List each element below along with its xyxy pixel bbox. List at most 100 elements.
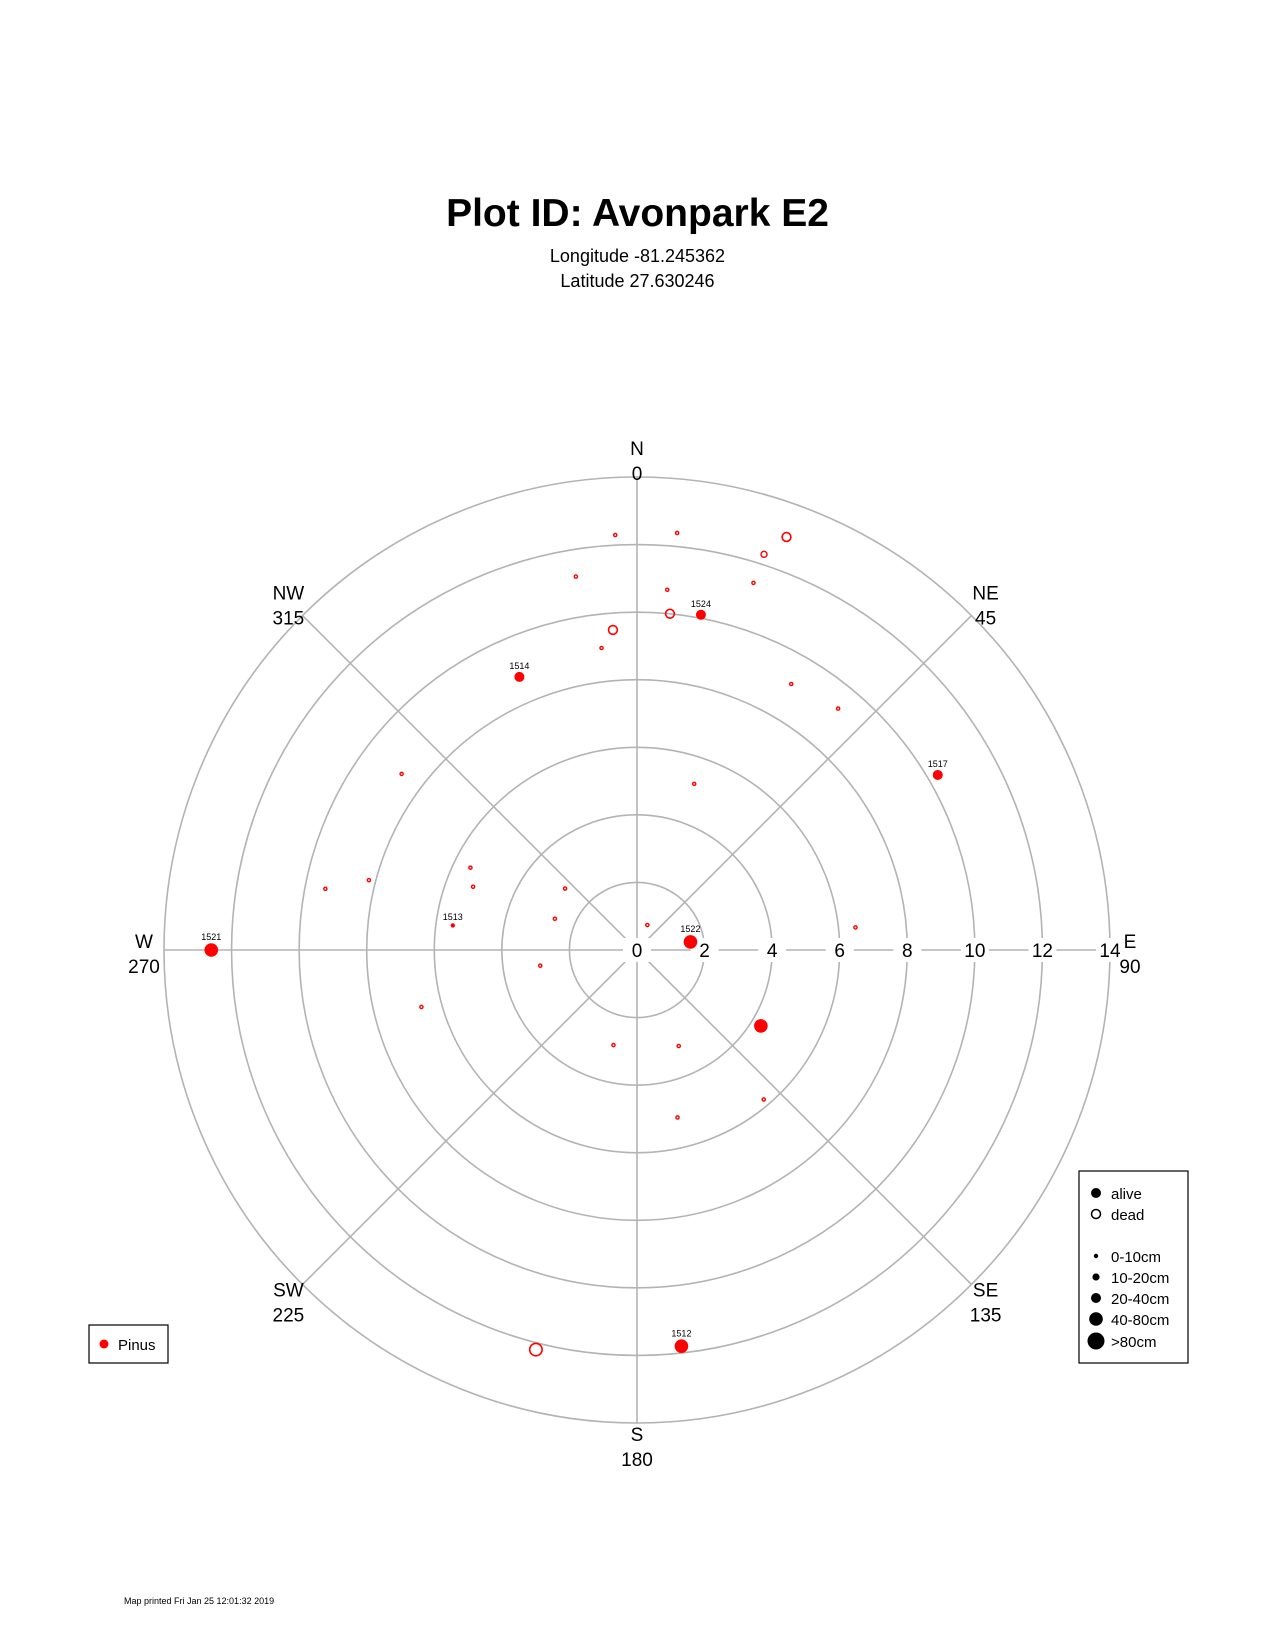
direction-name: W — [135, 932, 153, 953]
tree-point-alive — [674, 1339, 689, 1353]
tree-point-alive — [754, 1019, 768, 1033]
radial-tick-labels: 0 2 4 6 8 10 12 14 — [623, 938, 1124, 962]
tree-point-dead — [645, 922, 650, 928]
tree-point-dead — [562, 886, 568, 891]
direction-degrees: 180 — [621, 1450, 653, 1471]
tree-point-alive — [514, 671, 525, 682]
size-symbol-40-80 — [1089, 1312, 1103, 1326]
tree-point-dead — [399, 771, 404, 777]
tree-point-dead — [835, 706, 841, 711]
tree-point-dead — [470, 884, 476, 890]
species-legend-label: Pinus — [118, 1337, 156, 1354]
tree-point-dead — [612, 532, 618, 538]
direction-degrees: 270 — [128, 957, 160, 978]
dead-symbol — [1090, 1208, 1102, 1220]
tree-point-dead — [674, 530, 680, 536]
tree-point-dead — [528, 1342, 543, 1357]
legend-size-40-80: 40-80cm — [1111, 1312, 1169, 1329]
tree-point-dead — [751, 580, 756, 586]
longitude-label: Longitude -81.245362 — [549, 246, 726, 266]
latitude-label: Latitude 27.630246 — [560, 271, 715, 291]
direction-name: NW — [273, 583, 305, 604]
plot-title: Plot ID: Avonpark E2 — [446, 192, 829, 235]
direction-name: S — [631, 1425, 644, 1446]
tree-points: 1524 1514 1517 1522 1512 1513 1521 — [201, 530, 948, 1357]
tree-point-dead — [468, 865, 473, 870]
tree-point-alive — [450, 923, 456, 928]
radial-tick-label: 12 — [1032, 941, 1053, 962]
grid-spoke — [301, 949, 638, 1286]
tree-point-dead — [611, 1042, 616, 1048]
tree-id-label: 1514 — [509, 661, 529, 671]
size-symbol-0-10 — [1093, 1253, 1099, 1259]
tree-point-dead — [552, 916, 558, 922]
direction-name: E — [1124, 932, 1137, 953]
direction-degrees: 45 — [975, 608, 996, 629]
direction-name: NE — [972, 583, 998, 604]
tick-label-bg — [825, 938, 854, 962]
grid-spoke — [636, 614, 973, 951]
status-size-legend: alive dead 0-10cm 10-20cm 20-40cm 40-80c… — [1078, 1170, 1189, 1364]
tree-point-dead — [675, 1115, 680, 1120]
legend-size-10-20: 10-20cm — [1111, 1270, 1169, 1287]
tree-point-dead — [781, 531, 792, 543]
tree-point-dead — [323, 886, 328, 892]
size-symbol-20-40 — [1091, 1293, 1101, 1303]
radial-tick-label: 10 — [964, 941, 985, 962]
radial-tick-label: 8 — [902, 941, 913, 962]
tree-point-dead — [761, 1097, 767, 1102]
grid-spoke — [301, 614, 638, 951]
tree-point-dead — [607, 624, 619, 636]
tree-id-label: 1522 — [680, 924, 700, 934]
tick-label-bg — [960, 938, 989, 962]
direction-degrees: 90 — [1119, 957, 1140, 978]
radial-tick-label: 0 — [632, 941, 643, 962]
tree-point-dead — [664, 587, 670, 593]
direction-name: N — [630, 439, 644, 460]
tree-id-label: 1512 — [671, 1328, 691, 1338]
tree-point-dead — [676, 1043, 682, 1049]
tree-point-dead — [573, 574, 579, 579]
size-symbol-10-20 — [1092, 1273, 1100, 1281]
radial-tick-label: 14 — [1099, 941, 1121, 962]
print-timestamp: Map printed Fri Jan 25 12:01:32 2019 — [124, 1596, 275, 1606]
species-swatch-pinus — [99, 1339, 109, 1349]
tree-point-dead — [760, 550, 768, 559]
compass-direction-labels: N 0 NE 45 E 90 SE 135 S 180 SW 225 W 270 NW 315 — [128, 439, 1140, 1471]
direction-degrees: 0 — [632, 464, 643, 485]
legend-dead-label: dead — [1111, 1207, 1144, 1224]
tick-label-bg — [758, 938, 787, 962]
tick-label-bg — [1096, 938, 1124, 962]
legend-size-0-10: 0-10cm — [1111, 1249, 1161, 1266]
grid-spoke — [636, 949, 973, 1286]
tree-point-alive — [932, 769, 943, 780]
legend-alive-label: alive — [1111, 1186, 1142, 1203]
tree-point-dead — [419, 1004, 424, 1010]
direction-degrees: 315 — [273, 608, 305, 629]
tree-point-dead — [537, 963, 543, 968]
direction-name: SW — [273, 1281, 304, 1302]
tree-point-dead — [366, 877, 372, 883]
direction-degrees: 225 — [273, 1306, 305, 1327]
tree-id-label: 1513 — [443, 912, 463, 922]
tree-point-dead — [788, 681, 794, 687]
tree-point-alive — [204, 943, 219, 957]
direction-degrees: 135 — [970, 1306, 1002, 1327]
tree-id-label: 1524 — [691, 599, 711, 609]
tree-point-alive — [695, 609, 706, 620]
radial-tick-label: 4 — [767, 941, 778, 962]
tick-label-bg — [893, 938, 922, 962]
tree-point-alive — [683, 935, 698, 949]
tick-label-bg — [623, 938, 651, 962]
species-legend: Pinus — [88, 1324, 169, 1364]
tree-id-label: 1517 — [928, 759, 948, 769]
tick-label-bg — [1028, 938, 1057, 962]
alive-symbol — [1091, 1188, 1101, 1198]
tree-point-dead — [691, 781, 697, 787]
tree-point-dead — [853, 925, 858, 930]
legend-size-20-40: 20-40cm — [1111, 1291, 1169, 1308]
size-symbol-over-80 — [1087, 1332, 1105, 1350]
radial-tick-label: 6 — [834, 941, 845, 962]
tree-point-dead — [664, 608, 676, 619]
